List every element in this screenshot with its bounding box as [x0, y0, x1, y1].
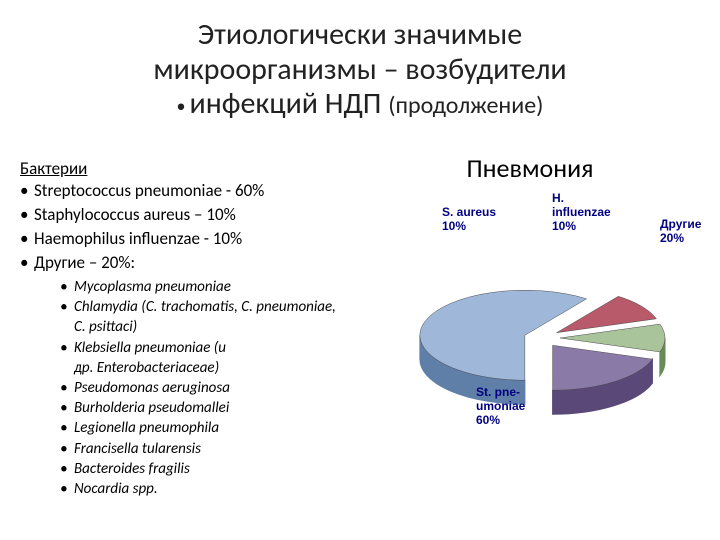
- list-item-label: Nocardia spp.: [74, 480, 158, 499]
- list-item: •Francisella tularensis: [60, 440, 336, 459]
- list-item-label: Bacteroides fragilis: [74, 460, 190, 479]
- pie-label: influenzae: [552, 205, 611, 219]
- pie-label: H.: [552, 191, 564, 205]
- bullet-icon: •: [60, 419, 74, 438]
- list-item-label: Другие – 20%:: [34, 252, 135, 274]
- page-title: Этиологически значимые микроорганизмы – …: [0, 18, 720, 122]
- bullet-icon: •: [20, 228, 34, 250]
- pie-label: S. aureus: [442, 205, 496, 219]
- list-item: •Klebsiella pneumoniae (и: [60, 339, 336, 358]
- list-item-label: Klebsiella pneumoniae (и: [74, 339, 226, 358]
- pie-label: 10%: [552, 219, 576, 233]
- bullet-icon: •: [20, 180, 34, 202]
- list-item: •Streptococcus pneumoniae - 60%: [20, 180, 264, 202]
- bullet-icon: •: [60, 460, 74, 479]
- sub-list: •Mycoplasma pneumoniae•Chlamydia (C. tra…: [60, 278, 336, 500]
- title-continuation: (продолжение): [388, 91, 543, 120]
- list-item: •Haemophilus influenzae - 10%: [20, 228, 264, 250]
- list-item-label: Francisella tularensis: [74, 440, 201, 459]
- pie-label: 60%: [476, 413, 500, 427]
- pie-chart-svg: St. pne-umoniae60%S. aureus10%H.influenz…: [372, 198, 708, 428]
- list-item: •Mycoplasma pneumoniae: [60, 278, 336, 297]
- list-item-label: Legionella pneumophila: [74, 419, 219, 438]
- pie-label: umoniae: [476, 399, 526, 413]
- bullet-icon: •: [60, 440, 74, 459]
- section-header: Бактерии: [20, 158, 87, 179]
- title-line1: Этиологически значимые: [198, 16, 522, 53]
- list-item: др. Enterobacteriaceae): [60, 359, 336, 378]
- list-item-label: Streptococcus pneumoniae - 60%: [34, 180, 264, 202]
- list-item-label: Pseudomonas aeruginosa: [74, 379, 230, 398]
- title-line3: инфекций НДП: [190, 85, 382, 122]
- pie-label: Другие: [660, 217, 702, 231]
- list-item: •Legionella pneumophila: [60, 419, 336, 438]
- list-item-label: C. psittaci): [74, 318, 137, 337]
- bullet-icon: •: [20, 252, 34, 274]
- list-item-label: Chlamydia (C. trachomatis, C. pneumoniae…: [74, 298, 336, 317]
- bullet-icon: •: [20, 204, 34, 226]
- title-bullet: •: [177, 95, 190, 117]
- list-item-label: др. Enterobacteriaceae): [74, 359, 219, 378]
- title-line2: микроорганизмы – возбудители: [153, 51, 566, 88]
- list-item-label: Mycoplasma pneumoniae: [74, 278, 231, 297]
- pie-chart: St. pne-umoniae60%S. aureus10%H.influenz…: [372, 198, 708, 428]
- pie-label: St. pne-: [476, 385, 520, 399]
- bullet-icon: •: [60, 399, 74, 418]
- list-item-label: Staphylococcus aureus – 10%: [34, 204, 236, 226]
- slide: Этиологически значимые микроорганизмы – …: [0, 0, 720, 540]
- bullet-icon: •: [60, 298, 74, 317]
- list-item: •Pseudomonas aeruginosa: [60, 379, 336, 398]
- bullet-icon: •: [60, 339, 74, 358]
- bullet-icon: •: [60, 480, 74, 499]
- list-item: •Другие – 20%:: [20, 252, 264, 274]
- list-item: •Nocardia spp.: [60, 480, 336, 499]
- bullet-icon: •: [60, 379, 74, 398]
- pie-label: 20%: [660, 231, 684, 245]
- pie-label: 10%: [442, 219, 466, 233]
- list-item-label: Haemophilus influenzae - 10%: [34, 228, 242, 250]
- list-item: •Staphylococcus aureus – 10%: [20, 204, 264, 226]
- list-item: C. psittaci): [60, 318, 336, 337]
- list-item: •Chlamydia (C. trachomatis, C. pneumonia…: [60, 298, 336, 317]
- main-list: •Streptococcus pneumoniae - 60%•Staphylo…: [20, 180, 264, 276]
- subtitle: Пневмония: [360, 152, 700, 184]
- list-item-label: Burholderia pseudomallei: [74, 399, 229, 418]
- list-item: •Burholderia pseudomallei: [60, 399, 336, 418]
- list-item: •Bacteroides fragilis: [60, 460, 336, 479]
- bullet-icon: •: [60, 278, 74, 297]
